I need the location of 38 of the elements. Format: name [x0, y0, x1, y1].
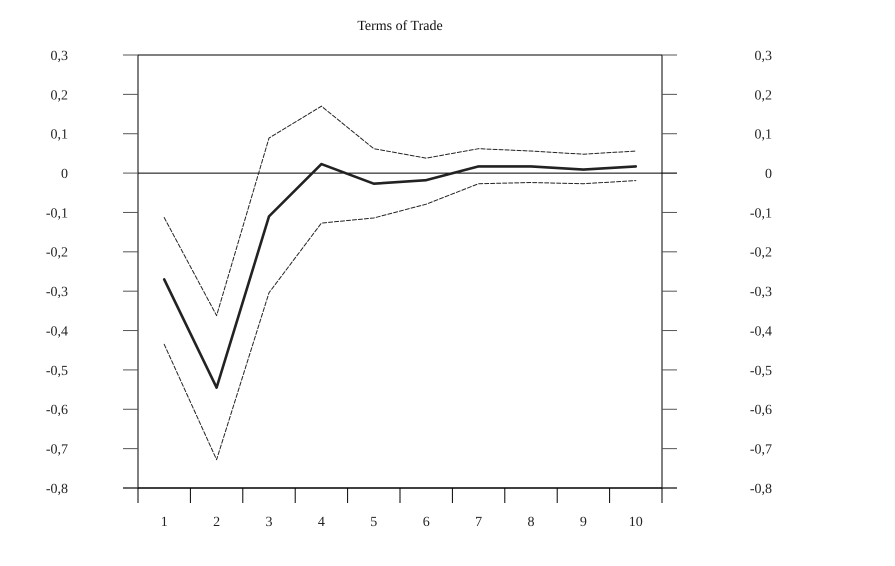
- line-series: [162, 162, 638, 389]
- y2-tick-label: -0,2: [750, 246, 772, 261]
- y-tick-label: -0,5: [46, 364, 68, 379]
- y2-tick-label: 0,1: [754, 128, 772, 143]
- y2-tick-label: 0,3: [754, 48, 772, 64]
- y-tick-label: -0,3: [46, 285, 68, 300]
- y-tick-label: 0,3: [50, 48, 68, 64]
- y-tick-label: -0,1: [46, 206, 68, 222]
- y2-tick-label: -0,6: [750, 403, 772, 418]
- y2-tick-label: -0,8: [750, 482, 772, 497]
- y2-tick-label: -0,7: [750, 442, 772, 458]
- x-tick-label: 8: [528, 515, 534, 530]
- y-tick-label: 0,2: [50, 88, 68, 104]
- y-tick-label: -0,4: [46, 324, 68, 340]
- line-series: [164, 106, 636, 316]
- y-tick-label: -0,2: [46, 246, 68, 261]
- y2-tick-label: -0,3: [750, 285, 772, 300]
- x-tick-label: 7: [475, 515, 482, 530]
- y2-tick-label: -0,5: [750, 364, 772, 379]
- x-tick-label: 1: [160, 515, 168, 530]
- y-tick-label: -0,6: [46, 403, 68, 418]
- y2-tick-label: 0: [765, 166, 772, 182]
- x-tick-label: 4: [318, 515, 325, 530]
- x-tick-label: 5: [370, 515, 378, 530]
- y2-tick-label: -0,1: [750, 206, 772, 222]
- x-tick-label: 2: [213, 515, 220, 530]
- y2-tick-label: -0,4: [750, 324, 772, 340]
- x-tick-label: 6: [422, 515, 430, 530]
- line-series: [164, 180, 636, 460]
- x-tick-label: 3: [266, 515, 272, 530]
- x-tick-label: 10: [628, 515, 643, 530]
- y-tick-label: -0,8: [46, 482, 68, 497]
- y-tick-label: -0,7: [46, 442, 68, 458]
- y-tick-label: 0: [61, 166, 68, 182]
- x-tick-label: 9: [580, 515, 587, 530]
- y2-tick-label: 0,2: [754, 88, 772, 104]
- y-tick-label: 0,1: [50, 128, 68, 143]
- chart-title: Terms of Trade: [357, 19, 443, 34]
